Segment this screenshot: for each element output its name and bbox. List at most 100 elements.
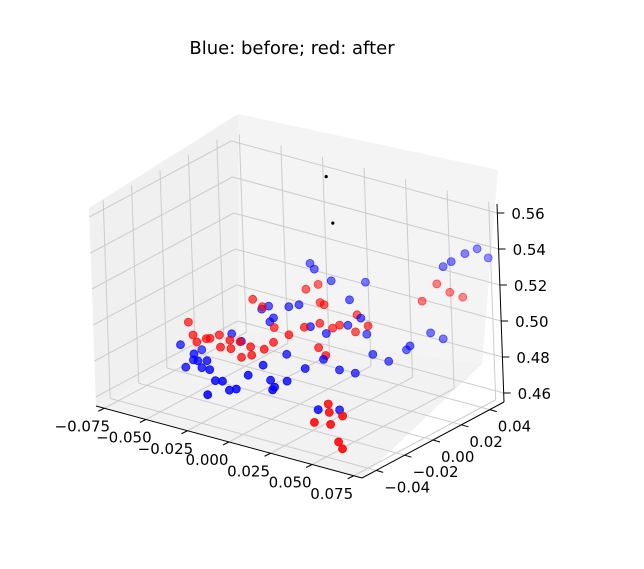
before-point (203, 390, 213, 400)
before-point (294, 300, 304, 310)
y-gridline-floor (195, 352, 462, 426)
after-point (247, 350, 257, 360)
chart-title: Blue: before; red: after (189, 38, 395, 59)
after-point (313, 279, 323, 289)
y-tick-labels: −0.04−0.020.000.020.04 (384, 418, 531, 497)
after-point (326, 419, 336, 429)
before-point (231, 384, 241, 394)
after-point (338, 444, 347, 454)
z-gridline-back (236, 284, 503, 358)
after-point (445, 287, 455, 297)
after-point (324, 407, 334, 417)
before-point (309, 264, 319, 274)
z-gridline-left (89, 140, 232, 218)
before-point (300, 364, 310, 373)
after-point (214, 330, 224, 340)
x-tick-label: −0.050 (96, 429, 152, 447)
after-point (432, 279, 442, 289)
before-point (321, 329, 331, 338)
y-tick-label: 0.04 (498, 418, 531, 436)
before-point (356, 313, 366, 323)
before-point (472, 244, 482, 254)
z-gridline-left (92, 248, 236, 326)
x-tick-mark (347, 475, 354, 480)
y-tick-mark (489, 409, 497, 413)
before-point (197, 363, 207, 373)
before-point (384, 356, 394, 366)
after-point (458, 292, 468, 302)
y-gridline-floor (138, 382, 405, 456)
after-point (269, 337, 278, 347)
before-point (269, 313, 278, 323)
before-point (268, 385, 278, 395)
after-point (248, 294, 258, 304)
x-gridline-back (321, 156, 330, 355)
after-point (216, 342, 225, 352)
x-tick-label: −0.075 (55, 417, 111, 435)
z-tick-label: 0.56 (511, 205, 544, 223)
y-tick-mark (432, 439, 441, 443)
before-point (218, 376, 227, 386)
before-point (284, 302, 294, 312)
before-point (258, 360, 268, 370)
tick-marks (98, 212, 511, 480)
after-point (188, 330, 198, 340)
y-tick-label: −0.04 (384, 478, 430, 496)
z-tick-label: 0.52 (514, 277, 547, 295)
before-point (319, 354, 328, 364)
after-point (246, 342, 256, 352)
before-point (335, 365, 344, 375)
x-tick-mark (264, 452, 271, 457)
before-point (313, 405, 323, 415)
y-gridline-left (102, 200, 111, 399)
y-gridline-left (216, 139, 225, 338)
y-tick-label: 0.00 (441, 448, 474, 466)
z-gridline-left (94, 284, 237, 362)
x-tick-mark (98, 407, 105, 412)
after-point (363, 321, 373, 331)
z-gridline-left (95, 320, 238, 398)
pane-floor (96, 330, 482, 478)
after-point (335, 320, 345, 330)
before-point (176, 340, 185, 350)
after-point (235, 337, 245, 347)
z-gridline-left (91, 212, 235, 290)
after-point (319, 300, 329, 310)
after-point (237, 352, 246, 362)
before-point (181, 362, 191, 372)
before-point (360, 277, 370, 287)
after-point (226, 344, 236, 354)
after-point (299, 322, 309, 332)
after-point (351, 327, 360, 337)
z-tick-label: 0.46 (518, 385, 551, 403)
before-point (205, 365, 215, 375)
y-tick-mark (404, 454, 412, 458)
before-point (266, 375, 276, 385)
before-point (282, 376, 292, 386)
before-point (362, 329, 372, 339)
after-point (225, 335, 235, 345)
x-tick-mark (139, 419, 147, 423)
after-point (259, 344, 269, 354)
before-point (426, 328, 436, 338)
x-gridline-back (238, 134, 247, 333)
z-gridline-left (90, 176, 233, 254)
after-point (257, 302, 267, 312)
before-point (438, 262, 448, 272)
before-point (483, 253, 493, 263)
y-gridline-left (187, 154, 196, 353)
x-tick-label: 0.000 (186, 451, 229, 469)
before-point (202, 356, 212, 366)
y-gridline-left (131, 185, 140, 384)
x-tick-mark (222, 441, 230, 446)
y-tick-mark (461, 424, 469, 428)
extra-point (331, 221, 335, 225)
y-tick-label: 0.02 (469, 433, 502, 451)
x-gridline-back (488, 201, 497, 400)
x-tick-label: 0.050 (269, 474, 312, 492)
z-tick-label: 0.54 (513, 241, 546, 259)
points (176, 175, 493, 454)
z-gridline-back (233, 212, 500, 286)
